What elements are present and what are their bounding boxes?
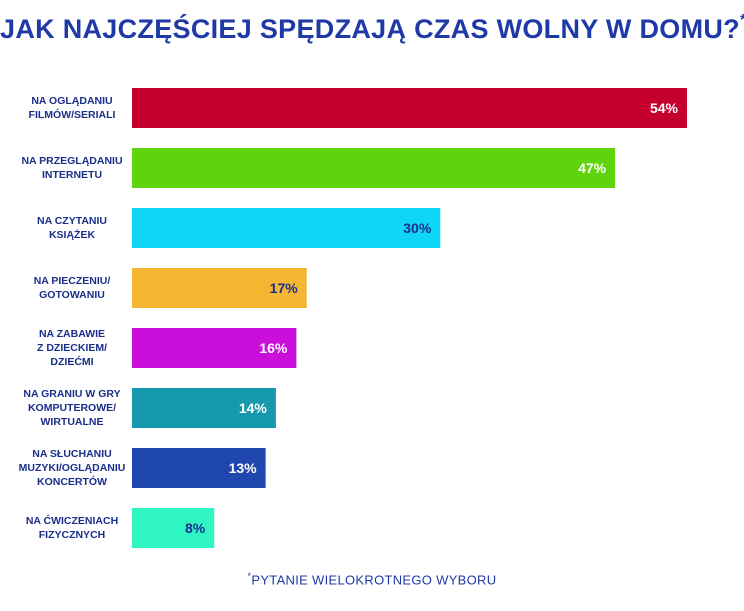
bar-1 (132, 88, 687, 128)
value-label-8: 8% (185, 520, 206, 536)
category-label-7: NA SŁUCHANIU MUZYKI/OGLĄDANIU KONCERTÓW (12, 448, 132, 488)
category-label-line: NA PIECZENIU/ (33, 275, 111, 287)
bar-5 (132, 328, 297, 368)
category-label-line: NA OGLĄDANIU (31, 95, 113, 107)
value-label-6: 14% (239, 400, 268, 416)
bar-7 (132, 448, 266, 488)
category-label-line: FILMÓW/SERIALI (28, 109, 116, 121)
bar-6 (132, 388, 276, 428)
bar-2 (132, 148, 616, 188)
bar-3 (132, 208, 441, 248)
category-label-line: NA GRANIU W GRY (23, 388, 121, 400)
value-label-1: 54% (650, 100, 679, 116)
category-label-line: NA PRZEGLĄDANIU (21, 155, 123, 167)
category-label-line: NA CZYTANIU (37, 215, 107, 227)
value-label-5: 16% (259, 340, 288, 356)
category-label-8: NA ĆWICZENIACH FIZYCZNYCH (12, 508, 132, 548)
category-label-line: Z DZIECKIEM/ (37, 342, 107, 354)
bar-8 (132, 508, 215, 548)
category-label-line: GOTOWANIU (39, 289, 105, 301)
category-label-3: NA CZYTANIU KSIĄŻEK (12, 208, 132, 248)
category-label-line: KONCERTÓW (37, 476, 107, 488)
bar-4 (132, 268, 307, 308)
footnote-mark: * (247, 571, 252, 581)
footnote-text: PYTANIE WIELOKROTNEGO WYBORU (251, 572, 497, 588)
category-label-line: FIZYCZNYCH (38, 529, 106, 541)
chart-title-text: JAK NAJCZĘŚCIEJ SPĘDZAJĄ CZAS WOLNY W DO… (0, 14, 740, 44)
category-label-2: NA PRZEGLĄDANIU INTERNETU (12, 148, 132, 188)
value-label-2: 47% (578, 160, 607, 176)
category-label-line: NA ĆWICZENIACH (25, 515, 119, 527)
title-footnote-mark: * (740, 12, 744, 29)
footnote: *PYTANIE WIELOKROTNEGO WYBORU (0, 571, 744, 587)
category-label-6: NA GRANIU W GRY KOMPUTEROWE/WIRTUALNE (12, 388, 132, 428)
value-label-4: 17% (270, 280, 299, 296)
category-label-line: MUZYKI/OGLĄDANIU (18, 462, 126, 474)
category-label-4: NA PIECZENIU/GOTOWANIU (12, 268, 132, 308)
category-label-line: KSIĄŻEK (48, 229, 96, 241)
category-label-line: KOMPUTEROWE/ (27, 402, 117, 414)
category-label-line: NA ZABAWIE (38, 328, 106, 340)
value-label-3: 30% (403, 220, 432, 236)
category-label-line: DZIEĆMI (50, 356, 94, 368)
category-label-1: NA OGLĄDANIU FILMÓW/SERIALI (12, 88, 132, 128)
category-label-line: WIRTUALNE (40, 416, 104, 428)
category-label-line: NA SŁUCHANIU (32, 448, 112, 460)
value-label-7: 13% (229, 460, 258, 476)
chart-title: JAK NAJCZĘŚCIEJ SPĘDZAJĄ CZAS WOLNY W DO… (0, 12, 744, 45)
category-label-line: INTERNETU (41, 169, 103, 181)
category-label-5: NA ZABAWIE Z DZIECKIEM/DZIEĆMI (12, 328, 132, 368)
